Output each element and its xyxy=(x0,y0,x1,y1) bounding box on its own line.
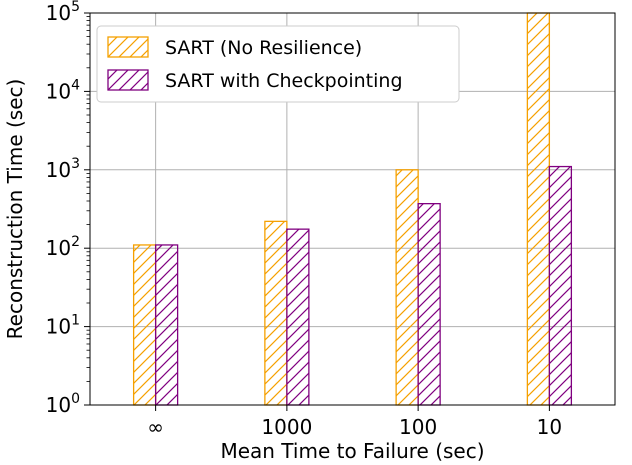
bar-no-resilience-3 xyxy=(526,12,551,406)
legend-label: SART with Checkpointing xyxy=(165,70,403,92)
y-tick-base: 10 xyxy=(46,1,71,25)
y-tick-exponent: 4 xyxy=(71,77,80,93)
y-axis-label: Reconstruction Time (sec) xyxy=(3,79,27,340)
plot-frame xyxy=(89,12,616,406)
y-tick-exponent: 3 xyxy=(71,156,80,172)
y-tick-label: 105 xyxy=(46,0,80,25)
x-axis-label: Mean Time to Failure (sec) xyxy=(220,439,484,463)
y-tick-label: 104 xyxy=(46,77,80,103)
y-tick-base: 10 xyxy=(46,236,71,260)
y-tick-exponent: 1 xyxy=(71,313,80,329)
bar-checkpointing-3 xyxy=(548,165,573,406)
bar-checkpointing-1 xyxy=(286,228,310,406)
y-tick-label: 101 xyxy=(46,313,80,339)
legend-swatch xyxy=(107,36,149,58)
x-tick-label: 1000 xyxy=(261,415,312,439)
y-tick-base: 10 xyxy=(46,158,71,182)
y-tick-label: 100 xyxy=(46,391,80,417)
x-tick-label: 100 xyxy=(399,415,437,439)
bar-no-resilience-1 xyxy=(264,220,288,406)
y-tick-base: 10 xyxy=(46,79,71,103)
bar-no-resilience-0 xyxy=(132,244,157,406)
bar-checkpointing-0 xyxy=(154,244,179,406)
y-tick-base: 10 xyxy=(46,393,71,417)
y-tick-label: 102 xyxy=(46,234,80,260)
x-ticks: ∞ 1000 100 10 xyxy=(147,405,562,439)
bar-checkpointing-2 xyxy=(417,203,441,406)
x-tick-label: ∞ xyxy=(147,415,164,439)
y-tick-base: 10 xyxy=(46,315,71,339)
legend: SART (No Resilience) SART with Checkpoint… xyxy=(96,25,460,103)
legend-swatch xyxy=(107,69,149,91)
legend-label: SART (No Resilience) xyxy=(165,37,362,59)
x-tick-label: 10 xyxy=(537,415,562,439)
y-tick-label: 103 xyxy=(46,156,80,182)
y-tick-exponent: 5 xyxy=(71,0,80,15)
bar-no-resilience-2 xyxy=(395,169,419,406)
y-tick-exponent: 0 xyxy=(71,391,80,407)
bars-layer xyxy=(132,12,573,406)
y-tick-exponent: 2 xyxy=(71,234,80,250)
legend-box xyxy=(96,25,460,103)
